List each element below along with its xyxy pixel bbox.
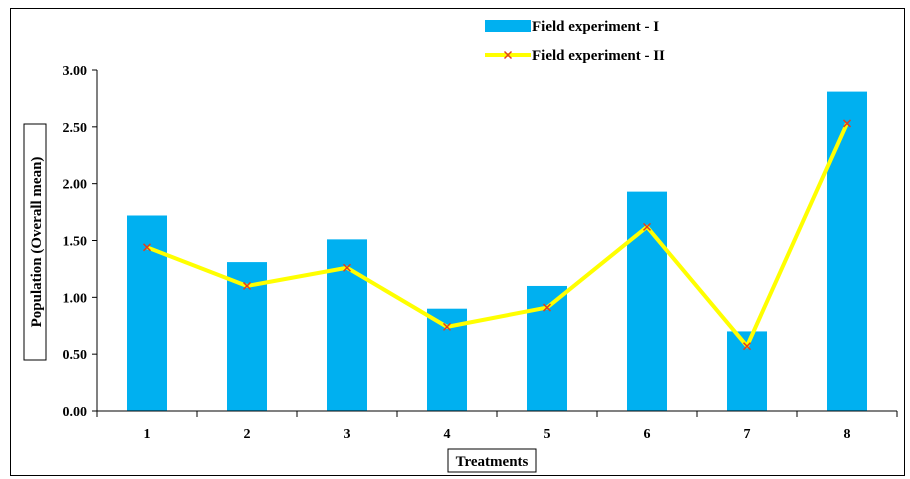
y-axis-label-group: Population (Overall mean) xyxy=(23,123,47,361)
legend-label-series-1: Field experiment - I xyxy=(532,19,659,35)
legend-line-marker xyxy=(503,50,513,60)
y-tick-label: 2.00 xyxy=(63,178,88,193)
bar xyxy=(627,191,667,411)
x-tick-label: 3 xyxy=(344,427,351,442)
x-ticks-group: 1 2 3 4 5 6 7 8 xyxy=(96,411,898,442)
series-line xyxy=(146,122,849,349)
legend-bar-swatch xyxy=(485,20,531,32)
line-point xyxy=(442,322,452,331)
line-group xyxy=(142,119,852,351)
line-point xyxy=(342,263,352,272)
line-point xyxy=(742,342,752,351)
y-tick-label: 1.00 xyxy=(63,291,88,306)
x-tick-label: 4 xyxy=(444,427,451,442)
line-point xyxy=(142,243,152,252)
legend: Field experiment - I Field experiment - … xyxy=(485,19,665,64)
line-point xyxy=(842,119,852,128)
y-axis-label-box xyxy=(23,123,47,361)
x-axis-label-box xyxy=(447,448,537,473)
x-tick-label: 6 xyxy=(644,427,651,442)
bar xyxy=(127,215,167,411)
legend-label-series-2: Field experiment - II xyxy=(532,48,665,64)
axes-group xyxy=(96,70,897,412)
bar xyxy=(527,285,567,411)
x-tick-label: 2 xyxy=(244,427,251,442)
bar xyxy=(827,91,867,411)
x-tick-label: 1 xyxy=(144,427,151,442)
y-tick-label: 2.50 xyxy=(63,121,88,136)
line-point xyxy=(642,222,652,231)
x-axis-label: Treatments xyxy=(456,454,529,470)
y-tick-label: 1.50 xyxy=(63,235,88,250)
x-tick-label: 5 xyxy=(544,427,551,442)
bars-group xyxy=(127,91,867,411)
y-tick-label: 3.00 xyxy=(63,64,88,79)
x-tick-label: 8 xyxy=(844,427,851,442)
bar xyxy=(327,239,367,411)
x-axis-label-group: Treatments xyxy=(447,448,537,473)
y-axis-label: Population (Overall mean) xyxy=(29,157,45,328)
y-ticks-group: 0.00 0.50 1.00 1.50 2.00 2.50 3.00 xyxy=(63,64,97,420)
y-tick-label: 0.50 xyxy=(63,348,88,363)
x-tick-label: 7 xyxy=(744,427,751,442)
line-point xyxy=(242,281,252,290)
line-point xyxy=(542,303,552,312)
y-tick-label: 0.00 xyxy=(63,405,88,420)
